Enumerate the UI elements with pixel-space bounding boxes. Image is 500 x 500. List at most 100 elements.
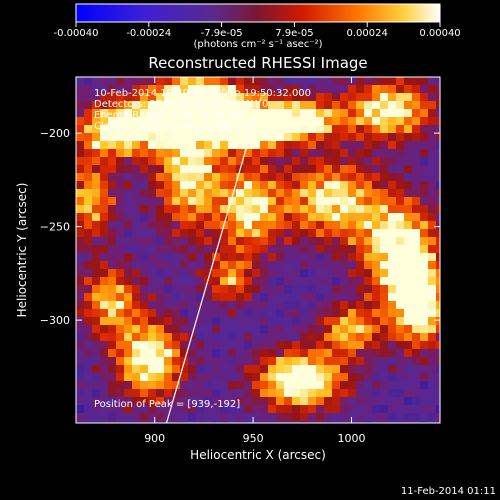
heatmap-cell [284, 309, 292, 317]
heatmap-cell [140, 325, 148, 333]
heatmap-cell [396, 229, 404, 237]
heatmap-cell [356, 93, 364, 101]
heatmap-cell [244, 133, 252, 141]
heatmap-cell [108, 229, 116, 237]
heatmap-cell [260, 229, 268, 237]
heatmap-cell [108, 149, 116, 157]
heatmap-cell [156, 373, 164, 381]
heatmap-cell [188, 413, 196, 421]
heatmap-cell [156, 341, 164, 349]
heatmap-cell [140, 421, 148, 423]
heatmap-cell [212, 109, 220, 117]
heatmap-cell [140, 293, 148, 301]
heatmap-cell [340, 181, 348, 189]
heatmap-cell [308, 109, 316, 117]
heatmap-cell [284, 349, 292, 357]
heatmap-cell [156, 205, 164, 213]
heatmap-cell [244, 141, 252, 149]
heatmap-cell [396, 349, 404, 357]
heatmap-cell [300, 149, 308, 157]
heatmap-cell [76, 197, 84, 205]
heatmap-cell [340, 85, 348, 93]
x-axis-ticks: 900 950 1000 [144, 77, 365, 445]
heatmap-cell [132, 301, 140, 309]
heatmap-cell [356, 173, 364, 181]
heatmap-cell [404, 189, 412, 197]
heatmap-cell [372, 381, 380, 389]
heatmap-cell [268, 77, 276, 85]
heatmap-cell [388, 373, 396, 381]
heatmap-cell [100, 285, 108, 293]
heatmap-cell [348, 381, 356, 389]
heatmap-cell [332, 205, 340, 213]
heatmap-cell [420, 381, 428, 389]
heatmap-cell [396, 301, 404, 309]
heatmap-cell [196, 357, 204, 365]
colorbar-tick-label: 0.00024 [347, 28, 388, 39]
heatmap-cell [164, 333, 172, 341]
heatmap-cell [388, 125, 396, 133]
heatmap-cell [308, 173, 316, 181]
heatmap-cell [84, 141, 92, 149]
heatmap-cell [244, 389, 252, 397]
heatmap-cell [132, 309, 140, 317]
heatmap-cell [308, 229, 316, 237]
heatmap-cell [372, 405, 380, 413]
heatmap-cell [388, 365, 396, 373]
heatmap-cell [84, 269, 92, 277]
heatmap-cell [332, 213, 340, 221]
heatmap-cell [268, 373, 276, 381]
heatmap-cell [140, 357, 148, 365]
heatmap-cell [412, 421, 420, 423]
heatmap-cell [212, 213, 220, 221]
heatmap-cell [188, 405, 196, 413]
heatmap-cell [180, 253, 188, 261]
heatmap-cell [348, 373, 356, 381]
heatmap-cell [300, 293, 308, 301]
heatmap-cell [116, 365, 124, 373]
heatmap-cell [148, 421, 156, 423]
heatmap-cell [380, 277, 388, 285]
heatmap-cell [412, 317, 420, 325]
heatmap-cell [228, 253, 236, 261]
heatmap-cell [268, 421, 276, 423]
heatmap-cell [348, 397, 356, 405]
heatmap-cell [116, 245, 124, 253]
heatmap-cell [388, 333, 396, 341]
heatmap-cell [156, 397, 164, 405]
heatmap-cell [76, 245, 84, 253]
heatmap-cell [340, 309, 348, 317]
heatmap-cell [164, 205, 172, 213]
heatmap-cell [92, 261, 100, 269]
heatmap-cell [388, 277, 396, 285]
heatmap-cell [164, 141, 172, 149]
heatmap-cell [196, 261, 204, 269]
heatmap-cell [212, 285, 220, 293]
heatmap-cell [228, 349, 236, 357]
heatmap-cell [396, 173, 404, 181]
heatmap-cell [124, 277, 132, 285]
heatmap-cell [156, 413, 164, 421]
heatmap-cell [236, 141, 244, 149]
heatmap-cell [84, 357, 92, 365]
heatmap-cell [340, 173, 348, 181]
heatmap-cell [404, 85, 412, 93]
heatmap-cell [428, 133, 436, 141]
heatmap-cell [420, 245, 428, 253]
heatmap-cell [180, 341, 188, 349]
heatmap-cell [228, 229, 236, 237]
heatmap-cell [276, 229, 284, 237]
heatmap-cell [364, 413, 372, 421]
heatmap-cell [140, 349, 148, 357]
y-axis-label: Heliocentric Y (arcsec) [15, 183, 29, 318]
heatmap-cell [364, 213, 372, 221]
heatmap-cell [132, 85, 140, 93]
heatmap-cell [244, 245, 252, 253]
heatmap-cell [212, 101, 220, 109]
heatmap-cell [108, 421, 116, 423]
heatmap-cell [436, 381, 440, 389]
heatmap-cell [412, 85, 420, 93]
heatmap-cell [204, 77, 212, 85]
heatmap-cell [212, 405, 220, 413]
heatmap-cell [268, 117, 276, 125]
